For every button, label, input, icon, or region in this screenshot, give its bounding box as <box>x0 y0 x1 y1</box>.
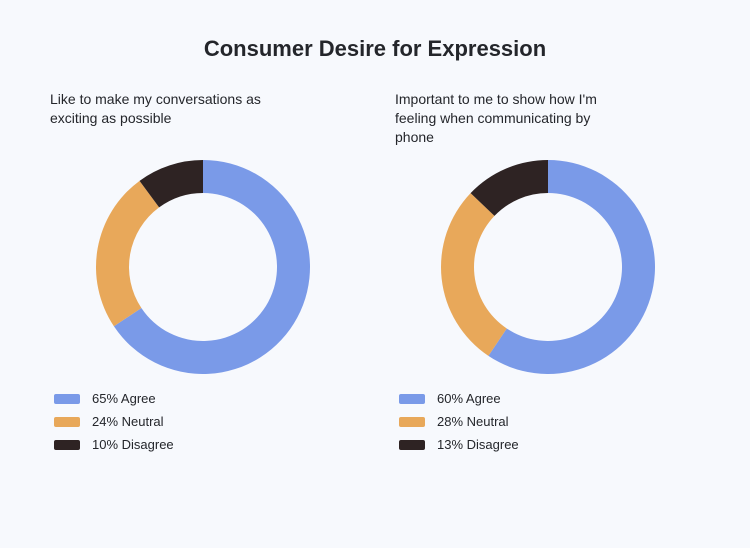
chart-exciting-conversations: Like to make my conversations as excitin… <box>50 90 355 451</box>
page-title: Consumer Desire for Expression <box>50 36 700 62</box>
chart-show-feeling-phone: Important to me to show how I'm feeling … <box>395 90 700 451</box>
legend-label: 24% Neutral <box>92 415 164 428</box>
legend-item-disagree: 10% Disagree <box>54 438 355 451</box>
legend-label: 13% Disagree <box>437 438 519 451</box>
chart-page: Consumer Desire for Expression Like to m… <box>0 0 750 548</box>
legend-item-agree: 60% Agree <box>399 392 700 405</box>
chart-subtitle: Like to make my conversations as excitin… <box>50 90 270 150</box>
donut-slice-neutral <box>96 181 159 326</box>
legend-swatch <box>54 417 80 427</box>
donut-slice-neutral <box>441 193 507 356</box>
donut-chart <box>96 160 310 374</box>
legend-item-agree: 65% Agree <box>54 392 355 405</box>
donut-chart <box>441 160 655 374</box>
legend-label: 28% Neutral <box>437 415 509 428</box>
chart-subtitle: Important to me to show how I'm feeling … <box>395 90 615 150</box>
legend-item-neutral: 28% Neutral <box>399 415 700 428</box>
legend-item-disagree: 13% Disagree <box>399 438 700 451</box>
legend: 65% Agree 24% Neutral 10% Disagree <box>50 392 355 451</box>
legend-swatch <box>54 440 80 450</box>
charts-row: Like to make my conversations as excitin… <box>50 90 700 451</box>
legend: 60% Agree 28% Neutral 13% Disagree <box>395 392 700 451</box>
legend-label: 10% Disagree <box>92 438 174 451</box>
legend-swatch <box>54 394 80 404</box>
legend-swatch <box>399 417 425 427</box>
legend-swatch <box>399 394 425 404</box>
donut-wrap <box>50 160 355 374</box>
legend-label: 65% Agree <box>92 392 156 405</box>
legend-label: 60% Agree <box>437 392 501 405</box>
legend-swatch <box>399 440 425 450</box>
donut-wrap <box>395 160 700 374</box>
legend-item-neutral: 24% Neutral <box>54 415 355 428</box>
